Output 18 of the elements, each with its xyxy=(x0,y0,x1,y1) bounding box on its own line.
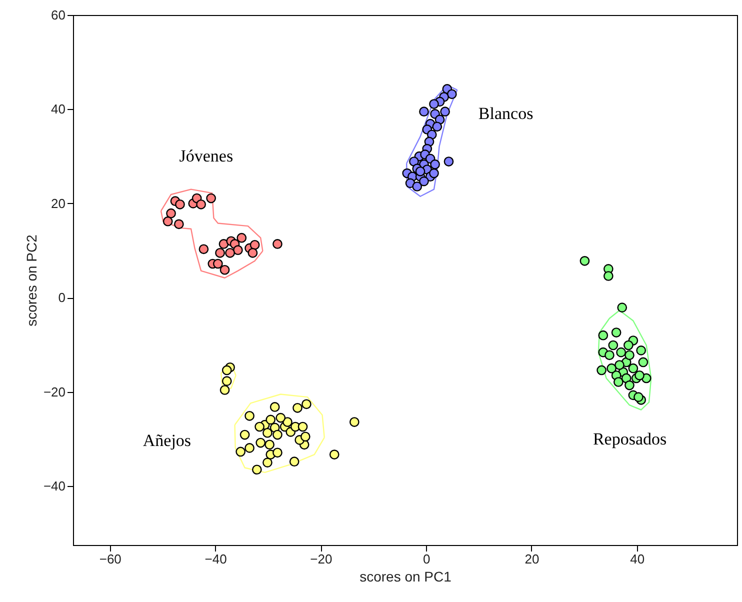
text: Añejos xyxy=(142,431,192,450)
x-axis-title: scores on PC1 xyxy=(360,568,452,584)
x-tick-label: −60 xyxy=(99,552,122,566)
y-tick-label: 20 xyxy=(51,196,66,211)
x-tick-label: 40 xyxy=(630,552,645,566)
series-label: Blancos xyxy=(478,104,534,124)
y-tick-label: 40 xyxy=(51,102,66,117)
y-axis-title: scores on PC2 xyxy=(23,234,40,326)
x-tick-label: −40 xyxy=(204,552,227,566)
y-tick-label: −40 xyxy=(43,478,66,494)
text: Reposados xyxy=(592,430,667,449)
x-tick-label: −20 xyxy=(310,552,332,566)
y-tick-label: 60 xyxy=(51,8,66,22)
y-tick-label: 0 xyxy=(58,290,66,306)
x-tick-label: 20 xyxy=(524,552,540,566)
y-tick-label: −20 xyxy=(43,384,66,400)
series-label: Jóvenes xyxy=(179,146,234,166)
x-tick-label: 0 xyxy=(422,552,430,566)
